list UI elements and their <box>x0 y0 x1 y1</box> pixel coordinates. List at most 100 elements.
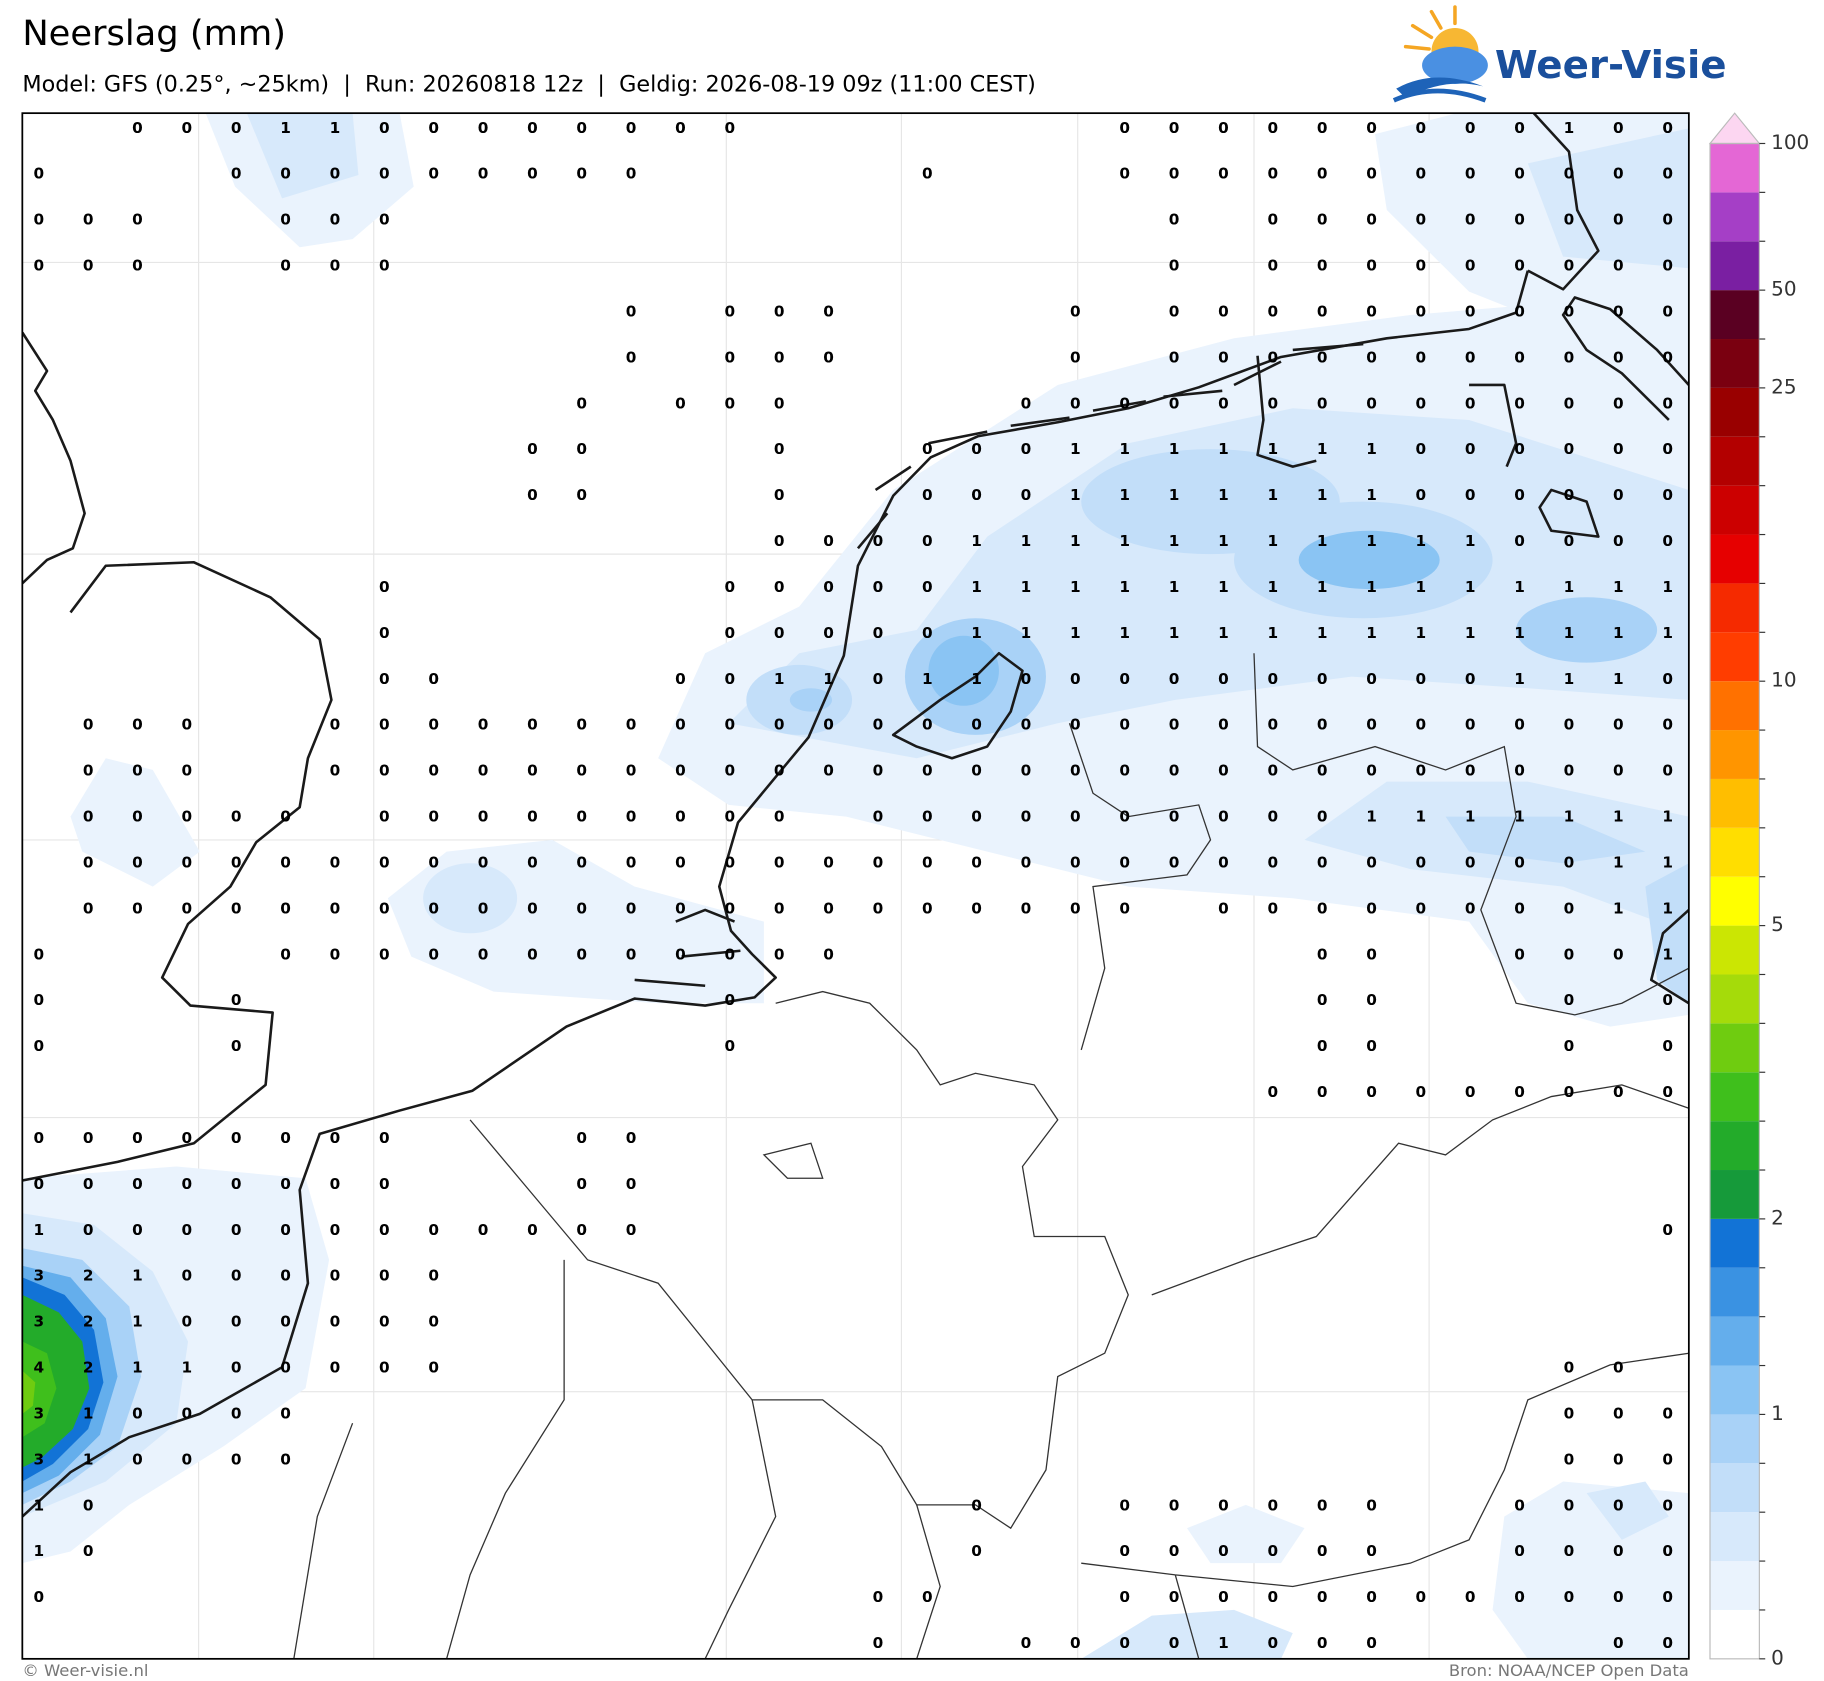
precip-value: 0 <box>1317 1542 1328 1560</box>
map-frame <box>21 112 1690 1660</box>
precip-value: 0 <box>1662 762 1673 780</box>
precip-value: 1 <box>1366 486 1377 504</box>
precip-value: 0 <box>527 854 538 872</box>
precip-value: 1 <box>1416 624 1427 642</box>
precip-value: 1 <box>971 532 982 550</box>
precip-value: 0 <box>1070 1634 1081 1652</box>
precip-value: 0 <box>774 486 785 504</box>
precip-value: 0 <box>1366 1083 1377 1101</box>
precip-value: 0 <box>1119 670 1130 688</box>
colorbar-band <box>1710 534 1760 584</box>
precip-value: 0 <box>280 854 291 872</box>
precip-value: 0 <box>1613 762 1624 780</box>
precip-value: 0 <box>922 578 933 596</box>
credit: © Weer-visie.nl <box>22 1661 148 1680</box>
precip-value: 1 <box>1662 578 1673 596</box>
precip-value: 0 <box>971 1496 982 1514</box>
borders <box>293 653 1689 1659</box>
precip-value: 0 <box>231 119 242 137</box>
precip-value: 0 <box>182 1267 193 1285</box>
precip-value: 0 <box>725 854 736 872</box>
precip-value: 0 <box>873 854 884 872</box>
precip-value: 0 <box>33 945 44 963</box>
precip-value: 0 <box>1662 119 1673 137</box>
precip-value: 0 <box>280 1221 291 1239</box>
precip-value: 0 <box>1514 945 1525 963</box>
precip-value: 0 <box>675 945 686 963</box>
precip-value: 0 <box>922 899 933 917</box>
precip-value: 0 <box>725 119 736 137</box>
precip-value: 0 <box>1613 486 1624 504</box>
precip-value: 0 <box>1366 762 1377 780</box>
precip-value: 1 <box>1662 624 1673 642</box>
precip-value: 0 <box>280 1404 291 1422</box>
precip-value: 1 <box>1366 578 1377 596</box>
precip-value: 0 <box>527 486 538 504</box>
precip-value: 0 <box>1564 303 1575 321</box>
precip-value: 0 <box>379 762 390 780</box>
precip-value: 0 <box>971 716 982 734</box>
colorbar-label: 2 <box>1771 1206 1784 1229</box>
precip-value: 1 <box>33 1221 44 1239</box>
precip-value: 0 <box>379 670 390 688</box>
precip-value: 0 <box>576 1129 587 1147</box>
precip-value: 0 <box>132 1129 143 1147</box>
precip-value: 0 <box>330 899 341 917</box>
precip-value: 0 <box>1564 1037 1575 1055</box>
precip-value: 0 <box>1070 808 1081 826</box>
colorbar-label: 25 <box>1771 375 1796 398</box>
precip-value: 0 <box>1267 394 1278 412</box>
precip-value: 0 <box>1564 1450 1575 1468</box>
precip-value: 0 <box>725 348 736 366</box>
precip-value: 0 <box>280 1450 291 1468</box>
precip-value: 0 <box>231 165 242 183</box>
precip-value: 1 <box>1564 624 1575 642</box>
precip-value: 0 <box>428 716 439 734</box>
precip-value: 0 <box>1366 991 1377 1009</box>
precip-value: 0 <box>675 716 686 734</box>
precip-value: 1 <box>1070 578 1081 596</box>
precip-value: 0 <box>1267 165 1278 183</box>
precip-value: 0 <box>1169 808 1180 826</box>
colorbar-band <box>1710 1072 1760 1122</box>
precip-value: 0 <box>1267 257 1278 275</box>
precip-value: 0 <box>330 1129 341 1147</box>
precip-value: 0 <box>231 991 242 1009</box>
precip-value: 0 <box>1416 854 1427 872</box>
precip-value: 1 <box>1021 624 1032 642</box>
precip-value: 0 <box>922 486 933 504</box>
precip-value: 0 <box>1416 762 1427 780</box>
precip-value: 0 <box>132 808 143 826</box>
precip-value: 1 <box>1169 578 1180 596</box>
precip-value: 1 <box>1662 854 1673 872</box>
precip-value: 0 <box>231 1404 242 1422</box>
precip-value: 0 <box>182 1313 193 1331</box>
precip-value: 0 <box>330 1175 341 1193</box>
precip-value: 0 <box>725 670 736 688</box>
precip-value: 0 <box>1514 211 1525 229</box>
precip-value: 0 <box>379 1175 390 1193</box>
precip-value: 0 <box>1169 854 1180 872</box>
map: 0 0 0 1 1 0 0 0 0 0 0 0 0 0 0 0 0 0 0 0 0 0 1 0 0 0 0 0 0 0 0 0 0 0 0 0 0 0 0 0… <box>22 113 1689 1659</box>
precip-value: 0 <box>823 716 834 734</box>
precip-value: 0 <box>675 762 686 780</box>
precip-value: 0 <box>576 394 587 412</box>
colorbar-band <box>1710 192 1760 242</box>
precip-value: 0 <box>1662 394 1673 412</box>
precip-value: 0 <box>1317 165 1328 183</box>
precip-value: 0 <box>83 257 94 275</box>
precip-value: 0 <box>1514 257 1525 275</box>
precip-value: 0 <box>1613 1634 1624 1652</box>
precip-value: 0 <box>1218 854 1229 872</box>
precip-value: 0 <box>1218 165 1229 183</box>
precip-value: 0 <box>1169 1634 1180 1652</box>
precip-value: 0 <box>1514 854 1525 872</box>
precip-value: 0 <box>1169 119 1180 137</box>
precip-value: 0 <box>280 1359 291 1377</box>
precip-value: 0 <box>626 762 637 780</box>
precip-value: 0 <box>1317 394 1328 412</box>
precip-value: 0 <box>182 808 193 826</box>
precip-value: 1 <box>971 578 982 596</box>
precip-value: 1 <box>1366 808 1377 826</box>
precip-value: 0 <box>330 1359 341 1377</box>
